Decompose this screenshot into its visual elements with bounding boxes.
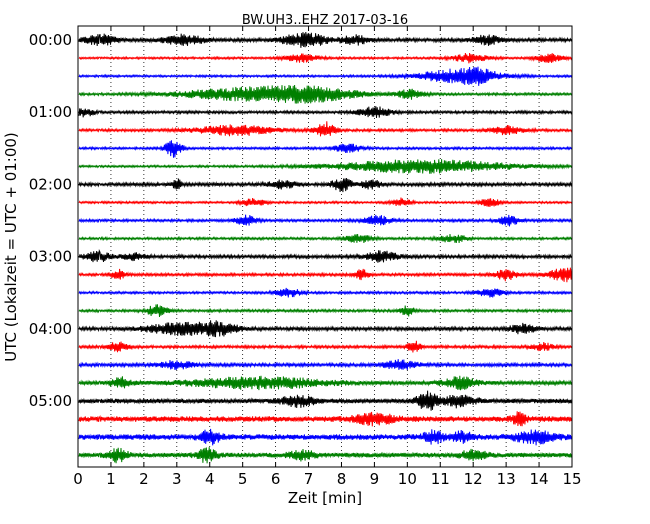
trace-0315 (78, 267, 573, 283)
x-tick-label: 4 (205, 470, 215, 488)
y-tick-label: 05:00 (29, 392, 72, 410)
trace-0000 (78, 31, 573, 48)
trace-0030 (78, 66, 573, 86)
y-tick-label: 00:00 (29, 31, 72, 49)
trace-0430 (78, 359, 573, 370)
x-tick-label: 14 (530, 470, 549, 488)
x-tick-label: 2 (139, 470, 149, 488)
y-axis-label: UTC (Lokalzeit = UTC + 01:00) (2, 132, 20, 362)
y-tick-label: 04:00 (29, 320, 72, 338)
x-tick-label: 9 (370, 470, 380, 488)
trace-0115 (78, 121, 573, 137)
x-tick-label: 3 (172, 470, 182, 488)
axis-ticks: 0 1 2 3 4 5 6 7 8 9 10 11 12 13 14 1500:0001:0002:0003:… (29, 26, 582, 488)
x-tick-label: 6 (271, 470, 281, 488)
trace-0145 (78, 159, 573, 174)
plot-frame (77, 25, 573, 468)
x-tick-label: 10 (398, 470, 417, 488)
trace-0200 (78, 177, 573, 193)
trace-0130 (78, 140, 573, 158)
trace-0015 (78, 52, 573, 64)
trace-0400 (78, 320, 573, 338)
x-tick-label: 8 (337, 470, 347, 488)
trace-0215 (78, 197, 573, 208)
x-tick-label: 12 (464, 470, 483, 488)
y-tick-label: 03:00 (29, 248, 72, 266)
trace-0045 (78, 84, 573, 104)
trace-0545 (78, 447, 573, 464)
trace-group (78, 31, 573, 464)
trace-0300 (78, 249, 573, 263)
chart-title: BW.UH3..EHZ 2017-03-16 (242, 13, 408, 28)
x-tick-label: 5 (238, 470, 248, 488)
x-tick-label: 7 (304, 470, 314, 488)
trace-0500 (78, 390, 573, 411)
x-tick-label: 0 (73, 470, 83, 488)
trace-0415 (78, 340, 573, 353)
trace-0445 (78, 375, 573, 391)
x-tick-label: 15 (562, 470, 581, 488)
trace-0345 (78, 304, 573, 318)
x-axis-label: Zeit [min] (288, 489, 362, 507)
y-tick-label: 01:00 (29, 103, 72, 121)
trace-0245 (78, 233, 573, 244)
grid-lines (110, 26, 540, 467)
trace-0330 (78, 287, 573, 298)
trace-0230 (78, 214, 573, 227)
trace-0530 (78, 428, 573, 446)
trace-0100 (78, 106, 573, 119)
y-tick-label: 02:00 (29, 175, 72, 193)
trace-0515 (78, 411, 573, 427)
x-tick-label: 1 (106, 470, 116, 488)
x-tick-label: 13 (497, 470, 516, 488)
x-tick-label: 11 (431, 470, 450, 488)
